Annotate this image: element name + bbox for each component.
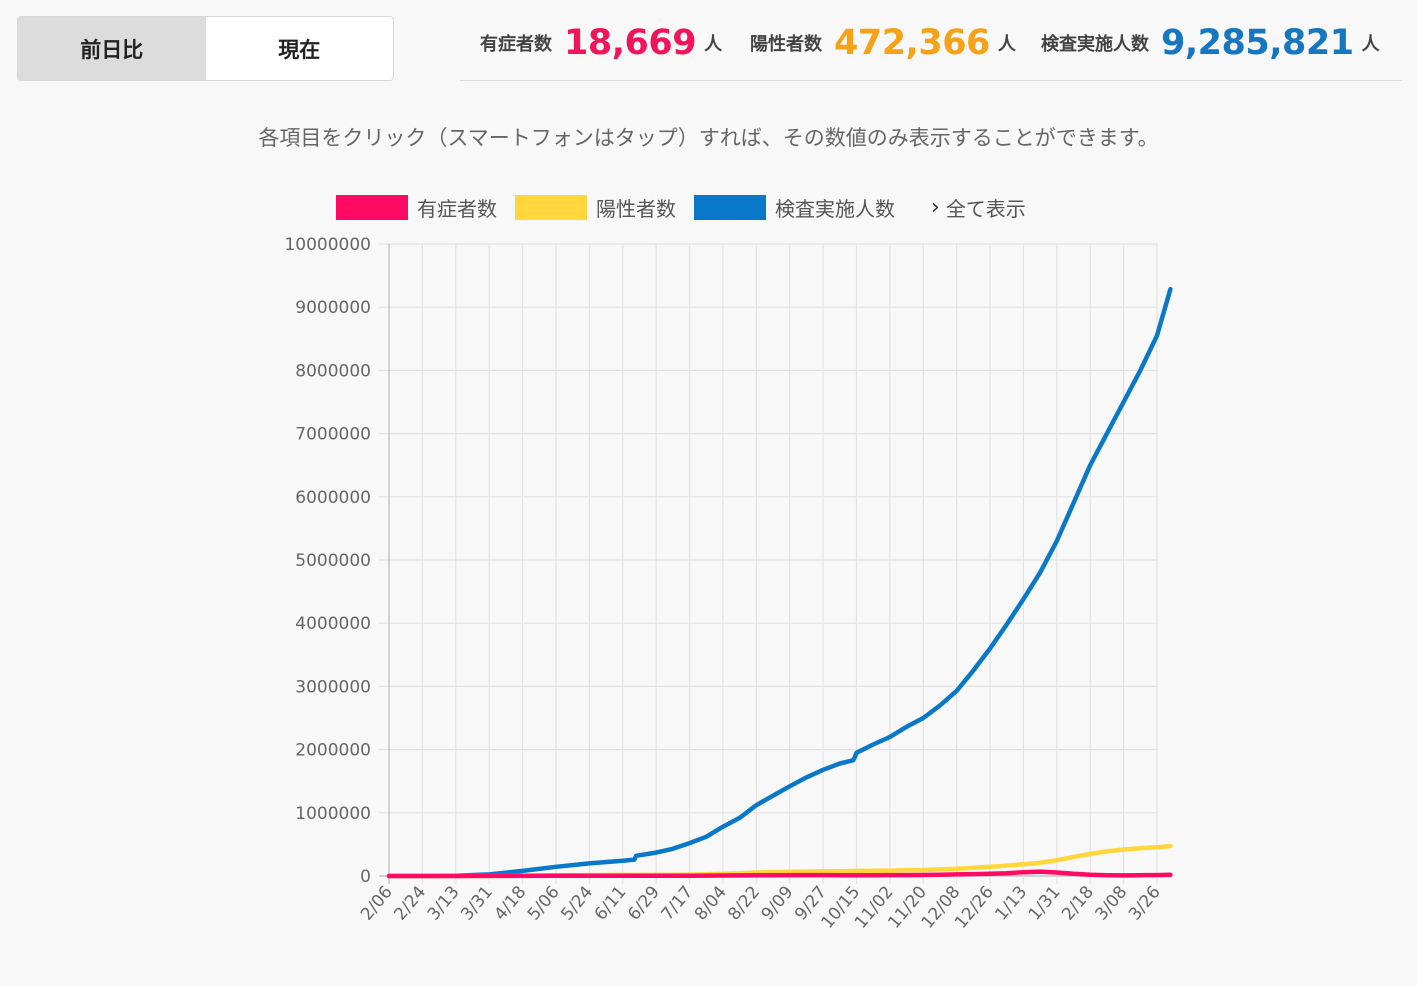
x-tick-label: 6/11 bbox=[591, 882, 631, 924]
comparison-toggle: 前日比 現在 bbox=[17, 16, 394, 81]
x-tick-label: 5/24 bbox=[557, 882, 597, 924]
instruction-text: 各項目をクリック（スマートフォンはタップ）すれば、その数値のみ表示することができ… bbox=[258, 126, 1159, 150]
x-tick-label: 3/31 bbox=[457, 882, 497, 924]
y-tick-label: 3000000 bbox=[295, 677, 371, 697]
stat-symptomatic-value: 18,669 bbox=[564, 23, 697, 63]
legend-item-tested[interactable]: 検査実施人数 bbox=[694, 193, 895, 222]
x-tick-label: 1/31 bbox=[1025, 882, 1065, 924]
stat-symptomatic-unit: 人 bbox=[704, 34, 723, 55]
y-tick-label: 6000000 bbox=[295, 488, 371, 508]
series-line-tested bbox=[386, 286, 1173, 879]
x-tick-label: 7/17 bbox=[657, 882, 697, 924]
x-tick-label: 5/06 bbox=[524, 882, 564, 924]
y-tick-label: 7000000 bbox=[295, 425, 371, 445]
y-tick-label: 0 bbox=[360, 867, 371, 887]
x-tick-label: 4/18 bbox=[491, 882, 531, 924]
x-tick-label: 6/29 bbox=[624, 882, 664, 924]
x-tick-label: 3/26 bbox=[1125, 882, 1165, 924]
chevron-right-icon: › bbox=[931, 194, 940, 220]
stat-positive-value: 472,366 bbox=[834, 23, 990, 63]
y-tick-label: 4000000 bbox=[295, 614, 371, 634]
stat-symptomatic: 有症者数 18,669 人 bbox=[480, 8, 722, 78]
y-tick-label: 5000000 bbox=[295, 551, 371, 571]
x-tick-label: 1/13 bbox=[991, 882, 1031, 924]
x-tick-label: 8/04 bbox=[691, 882, 731, 924]
stat-tested-value: 9,285,821 bbox=[1161, 23, 1354, 63]
legend-item-positive[interactable]: 陽性者数 bbox=[515, 193, 676, 222]
toggle-current-button[interactable]: 現在 bbox=[278, 37, 321, 62]
chart-legend: 有症者数 陽性者数 検査実施人数 › 全て表示 bbox=[336, 192, 1026, 222]
legend-swatch-positive bbox=[515, 194, 587, 220]
legend-label-positive: 陽性者数 bbox=[596, 196, 676, 221]
toggle-daily-change-button[interactable]: 前日比 bbox=[18, 17, 206, 80]
y-tick-label: 2000000 bbox=[295, 741, 371, 761]
stat-tested-unit: 人 bbox=[1361, 34, 1380, 55]
legend-swatch-symptomatic bbox=[336, 194, 408, 220]
show-all-button[interactable]: › 全て表示 bbox=[931, 193, 1026, 222]
stat-tested: 検査実施人数 9,285,821 人 bbox=[1041, 8, 1380, 78]
x-tick-label: 2/24 bbox=[390, 882, 430, 924]
legend-label-symptomatic: 有症者数 bbox=[417, 196, 497, 221]
stat-symptomatic-label: 有症者数 bbox=[480, 34, 552, 55]
x-tick-label: 9/09 bbox=[758, 882, 798, 924]
x-tick-label: 3/13 bbox=[424, 882, 464, 924]
x-tick-label: 3/08 bbox=[1092, 882, 1132, 924]
x-tick-label: 2/06 bbox=[357, 882, 397, 924]
stat-positive: 陽性者数 472,366 人 bbox=[750, 8, 1016, 78]
y-tick-label: 1000000 bbox=[295, 804, 371, 824]
y-tick-label: 8000000 bbox=[295, 361, 371, 381]
show-all-label: 全て表示 bbox=[945, 196, 1026, 221]
stats-bar: 有症者数 18,669 人 陽性者数 472,366 人 検査実施人数 9,28… bbox=[460, 8, 1402, 81]
series-line-symptomatic bbox=[386, 869, 1173, 879]
x-tick-label: 2/18 bbox=[1058, 882, 1098, 924]
legend-swatch-tested bbox=[694, 194, 766, 220]
y-tick-label: 10000000 bbox=[284, 235, 371, 255]
x-tick-label: 8/22 bbox=[724, 882, 764, 924]
legend-item-symptomatic[interactable]: 有症者数 bbox=[336, 193, 497, 222]
stat-positive-label: 陽性者数 bbox=[750, 34, 822, 55]
y-tick-label: 9000000 bbox=[295, 298, 371, 318]
legend-label-tested: 検査実施人数 bbox=[775, 196, 895, 221]
stat-tested-label: 検査実施人数 bbox=[1041, 34, 1149, 55]
stat-positive-unit: 人 bbox=[997, 34, 1016, 55]
